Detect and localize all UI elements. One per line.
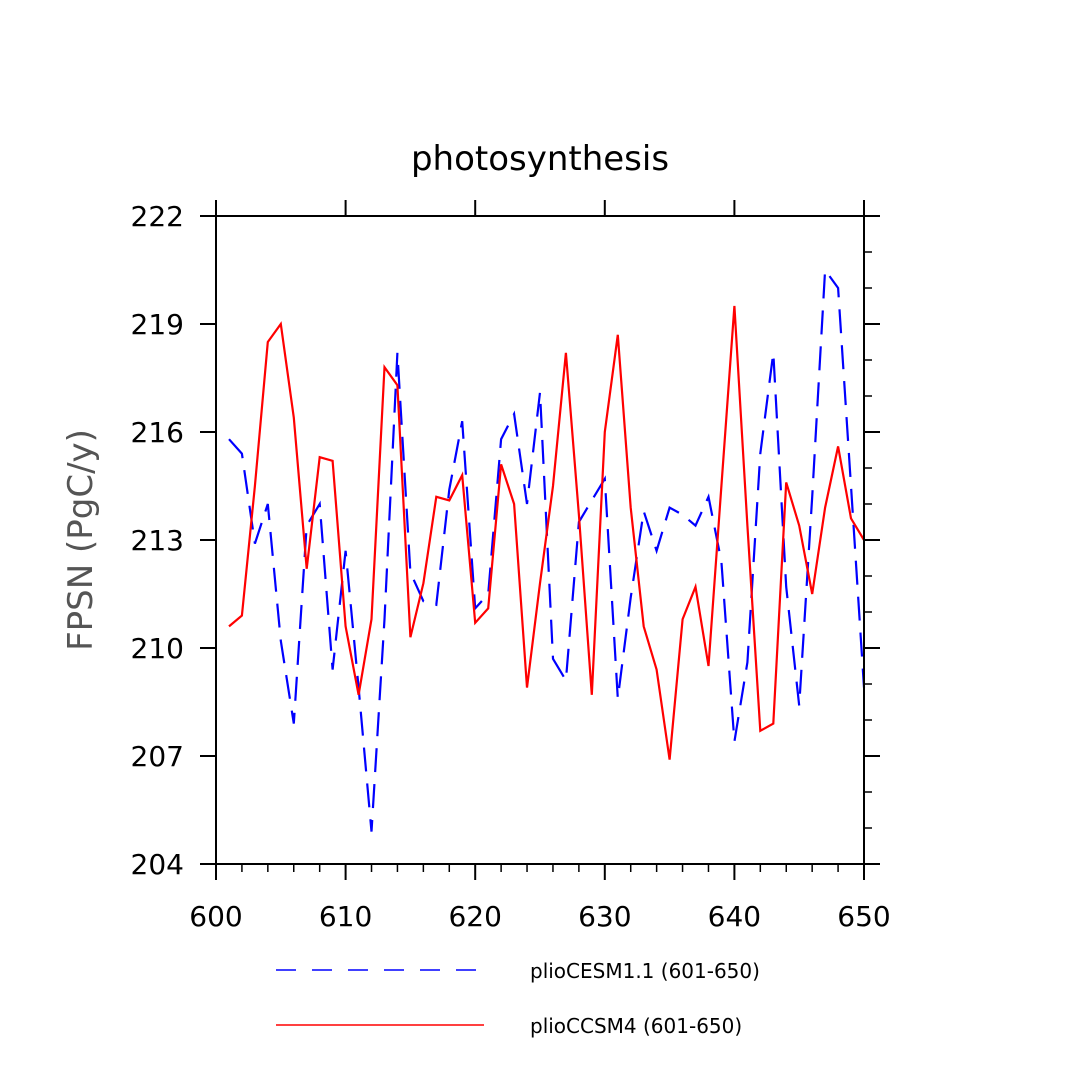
y-axis-label: FPSN (PgC/y) [61,429,101,651]
legend: plioCESM1.1 (601-650) plioCCSM4 (601-650) [276,959,760,1038]
plot-frame [215,215,865,865]
legend-label-1: plioCCSM4 (601-650) [530,1014,742,1038]
y-tick-label: 207 [131,740,184,773]
y-tick-label: 222 [131,200,184,233]
series-line-0 [228,266,866,832]
axis-ticks: 600 610 620 630 640 650 204 207 210 213 216 219 222 [131,200,891,933]
x-tick-label: 630 [578,900,631,933]
series-layer [228,266,866,832]
x-tick-label: 650 [837,900,890,933]
y-tick-label: 216 [131,416,184,449]
x-tick-label: 610 [319,900,372,933]
series-line-1 [228,305,865,760]
y-tick-label: 210 [131,632,184,665]
x-tick-label: 640 [708,900,761,933]
y-tick-label: 219 [131,308,184,341]
legend-label-0: plioCESM1.1 (601-650) [530,959,760,983]
y-tick-label: 213 [131,524,184,557]
y-tick-label: 204 [131,848,184,881]
chart-title: photosynthesis [411,139,669,179]
x-tick-label: 600 [189,900,242,933]
x-tick-label: 620 [448,900,501,933]
